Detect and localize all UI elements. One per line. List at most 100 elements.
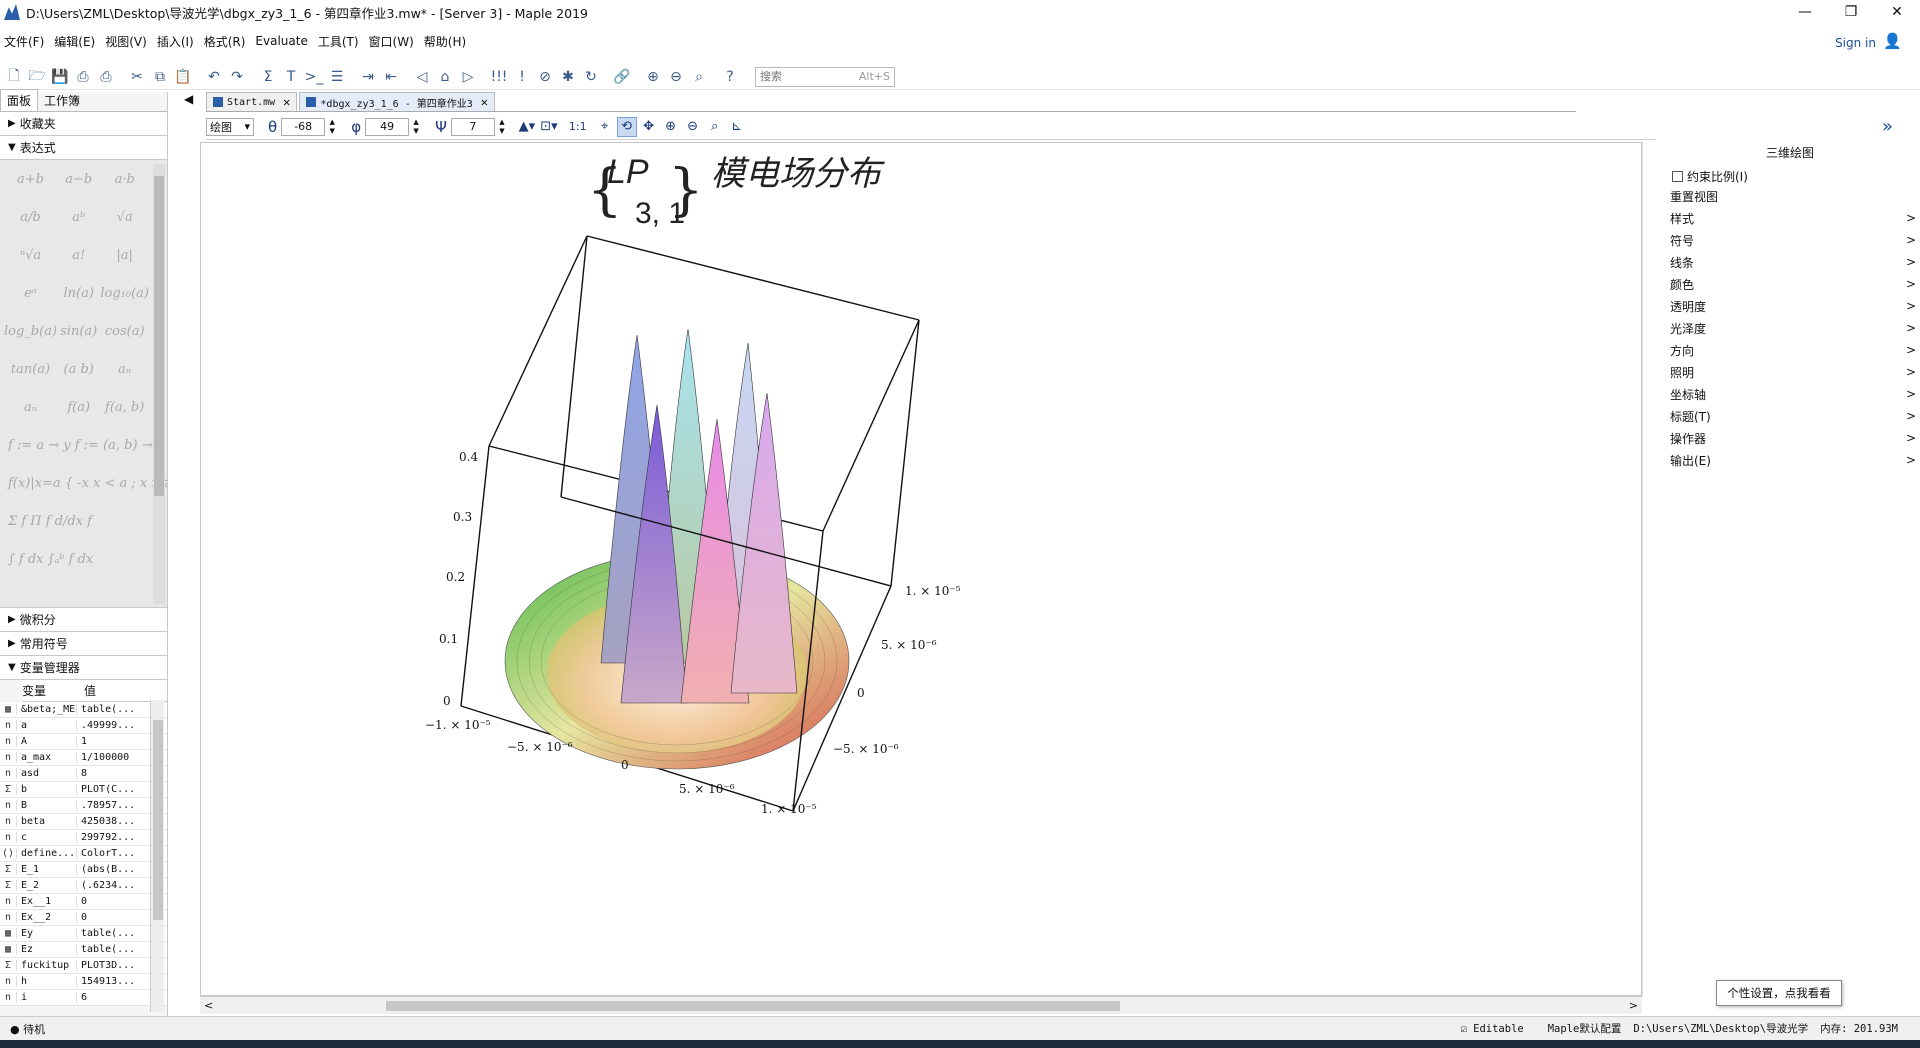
context-item[interactable]: 输出(E) > bbox=[1660, 449, 1920, 471]
document-vertical-scrollbar[interactable] bbox=[1642, 142, 1656, 996]
menu-window[interactable]: 窗口(W) bbox=[368, 34, 414, 49]
close-tab-icon[interactable]: ✕ bbox=[480, 95, 488, 109]
tab-current-document[interactable]: *dbgx_zy3_1_6 - 第四章作业3 ✕ bbox=[299, 92, 495, 111]
palette-item[interactable]: a−b bbox=[65, 171, 93, 187]
table-row[interactable]: ▦ Ez table(... bbox=[0, 942, 167, 958]
copy-icon[interactable]: ⧉ bbox=[155, 68, 165, 85]
tab-workbook[interactable]: 工作簿 bbox=[44, 94, 81, 108]
menu-view[interactable]: 视图(V) bbox=[105, 34, 147, 49]
zoom-fit-icon[interactable]: ⌕ bbox=[695, 68, 703, 85]
execute-all-icon[interactable]: !!! bbox=[490, 68, 508, 85]
undo-icon[interactable]: ↶ bbox=[208, 68, 220, 85]
phi-input[interactable]: 49 bbox=[365, 117, 410, 136]
table-row[interactable]: n c 299792... bbox=[0, 830, 167, 846]
constrain-checkbox[interactable]: 约束比例(I) bbox=[1660, 167, 1920, 185]
cut-icon[interactable]: ✂ bbox=[131, 68, 143, 85]
column-header-value[interactable]: 值 bbox=[84, 684, 97, 698]
zoom-in-icon[interactable]: ⊕ bbox=[647, 68, 659, 85]
palette-item[interactable]: a! bbox=[72, 247, 86, 263]
palette-item[interactable]: tan(a) bbox=[10, 361, 51, 377]
paragraph-icon[interactable]: ☰ bbox=[330, 68, 344, 85]
palette-item[interactable]: (a b) bbox=[63, 361, 94, 377]
table-row[interactable]: ▦ Ey table(... bbox=[0, 926, 167, 942]
menu-help[interactable]: 帮助(H) bbox=[423, 34, 467, 49]
stop-icon[interactable]: ⊘ bbox=[539, 68, 551, 85]
table-row[interactable]: n beta 425038... bbox=[0, 814, 167, 830]
home-icon[interactable]: ⌂ bbox=[440, 68, 450, 85]
close-button[interactable]: ✕ bbox=[1891, 4, 1903, 20]
paste-icon[interactable]: 📋 bbox=[174, 68, 192, 85]
back-icon[interactable]: ◁ bbox=[416, 68, 428, 85]
zoom-in-icon[interactable]: ⊕ bbox=[665, 119, 677, 134]
zoom-out-icon[interactable]: ⊖ bbox=[687, 119, 699, 134]
text-mode-icon[interactable]: T bbox=[286, 68, 296, 85]
tab-palettes[interactable]: 面板 bbox=[0, 89, 39, 111]
menu-tools[interactable]: 工具(T) bbox=[317, 34, 359, 49]
restart-icon[interactable]: ↻ bbox=[585, 68, 597, 85]
checkbox-icon[interactable] bbox=[1672, 170, 1683, 182]
context-item[interactable]: 光泽度 > bbox=[1660, 317, 1920, 339]
prompt-icon[interactable]: >_ bbox=[304, 68, 324, 85]
scale-icon[interactable]: ⌕ bbox=[710, 119, 719, 134]
point-probe-icon[interactable]: ⌖ bbox=[600, 119, 609, 134]
table-row[interactable]: n asd 8 bbox=[0, 766, 167, 782]
scrollbar-thumb[interactable] bbox=[153, 720, 163, 920]
context-item[interactable]: 标题(T) > bbox=[1660, 405, 1920, 427]
scroll-left-icon[interactable]: < bbox=[204, 999, 214, 1012]
plot-style-icon[interactable]: ▲▾ bbox=[518, 119, 536, 134]
column-header-variable[interactable]: 变量 bbox=[22, 684, 47, 698]
palette-item[interactable]: aₙ bbox=[24, 399, 38, 415]
palette-item[interactable]: f(a) bbox=[67, 399, 91, 415]
user-icon[interactable]: 👤 bbox=[1883, 32, 1902, 50]
plot-3d[interactable]: { } LP 3, 1 模电场分布 bbox=[201, 143, 1641, 995]
ratio-button[interactable]: 1:1 bbox=[568, 120, 587, 133]
restore-button[interactable]: ❐ bbox=[1844, 4, 1858, 20]
palette-scrollbar[interactable] bbox=[153, 164, 165, 604]
axes-toggle-icon[interactable]: ⊾ bbox=[731, 119, 743, 134]
menu-file[interactable]: 文件(F) bbox=[4, 34, 45, 49]
context-item[interactable]: 符号 > bbox=[1660, 229, 1920, 251]
palette-item[interactable]: sin(a) bbox=[60, 323, 98, 339]
table-row[interactable]: () define... ColorT... bbox=[0, 846, 167, 862]
context-item[interactable]: 透明度 > bbox=[1660, 295, 1920, 317]
expand-panel-icon[interactable]: » bbox=[1882, 116, 1894, 137]
table-row[interactable]: n a .49999... bbox=[0, 718, 167, 734]
palette-item[interactable]: a·b bbox=[114, 171, 135, 187]
palette-item[interactable]: √a bbox=[116, 209, 133, 225]
close-tab-icon[interactable]: ✕ bbox=[283, 95, 291, 109]
context-item[interactable]: 颜色 > bbox=[1660, 273, 1920, 295]
section-variable-manager[interactable]: ▼ 变量管理器 bbox=[0, 656, 167, 680]
print-icon[interactable]: ⎙ bbox=[77, 68, 89, 85]
menu-insert[interactable]: 插入(I) bbox=[156, 34, 194, 49]
context-item[interactable]: 照明 > bbox=[1660, 361, 1920, 383]
sign-in-link[interactable]: Sign in bbox=[1835, 36, 1876, 50]
palette-item[interactable]: ∫ f dx ∫ₐᵇ f dx bbox=[8, 551, 94, 567]
menu-format[interactable]: 格式(R) bbox=[203, 34, 246, 49]
table-row[interactable]: n B .78957... bbox=[0, 798, 167, 814]
search-input[interactable] bbox=[760, 70, 850, 83]
table-row[interactable]: n Ex__1 0 bbox=[0, 894, 167, 910]
link-icon[interactable]: 🔗 bbox=[613, 68, 631, 85]
new-document-icon[interactable]: 🗋 bbox=[8, 67, 20, 84]
collapse-panel-icon[interactable]: ◀ bbox=[184, 92, 194, 106]
zoom-out-icon[interactable]: ⊖ bbox=[670, 68, 682, 85]
outdent-icon[interactable]: ⇤ bbox=[385, 68, 397, 85]
table-row[interactable]: n a_max 1/100000 bbox=[0, 750, 167, 766]
ime-tooltip[interactable]: 个性设置，点我看看 bbox=[1716, 980, 1842, 1006]
search-box[interactable]: Alt+S bbox=[755, 66, 895, 87]
document-horizontal-scrollbar[interactable]: < > bbox=[200, 996, 1642, 1014]
section-common-symbols[interactable]: ▶ 常用符号 bbox=[0, 632, 167, 656]
rotate-icon[interactable]: ⟲ bbox=[616, 116, 637, 137]
palette-item[interactable]: |a| bbox=[116, 247, 133, 263]
table-row[interactable]: Σ E_2 (.6234... bbox=[0, 878, 167, 894]
debug-icon[interactable]: ✱ bbox=[562, 68, 574, 85]
scrollbar-thumb[interactable] bbox=[154, 176, 164, 496]
indent-icon[interactable]: ⇥ bbox=[362, 68, 374, 85]
psi-spinner[interactable]: ▲ ▼ bbox=[499, 117, 505, 135]
execute-icon[interactable]: ! bbox=[519, 68, 525, 85]
palette-item[interactable]: ⁿ√a bbox=[19, 247, 42, 263]
section-favorites[interactable]: ▶ 收藏夹 bbox=[0, 112, 167, 136]
